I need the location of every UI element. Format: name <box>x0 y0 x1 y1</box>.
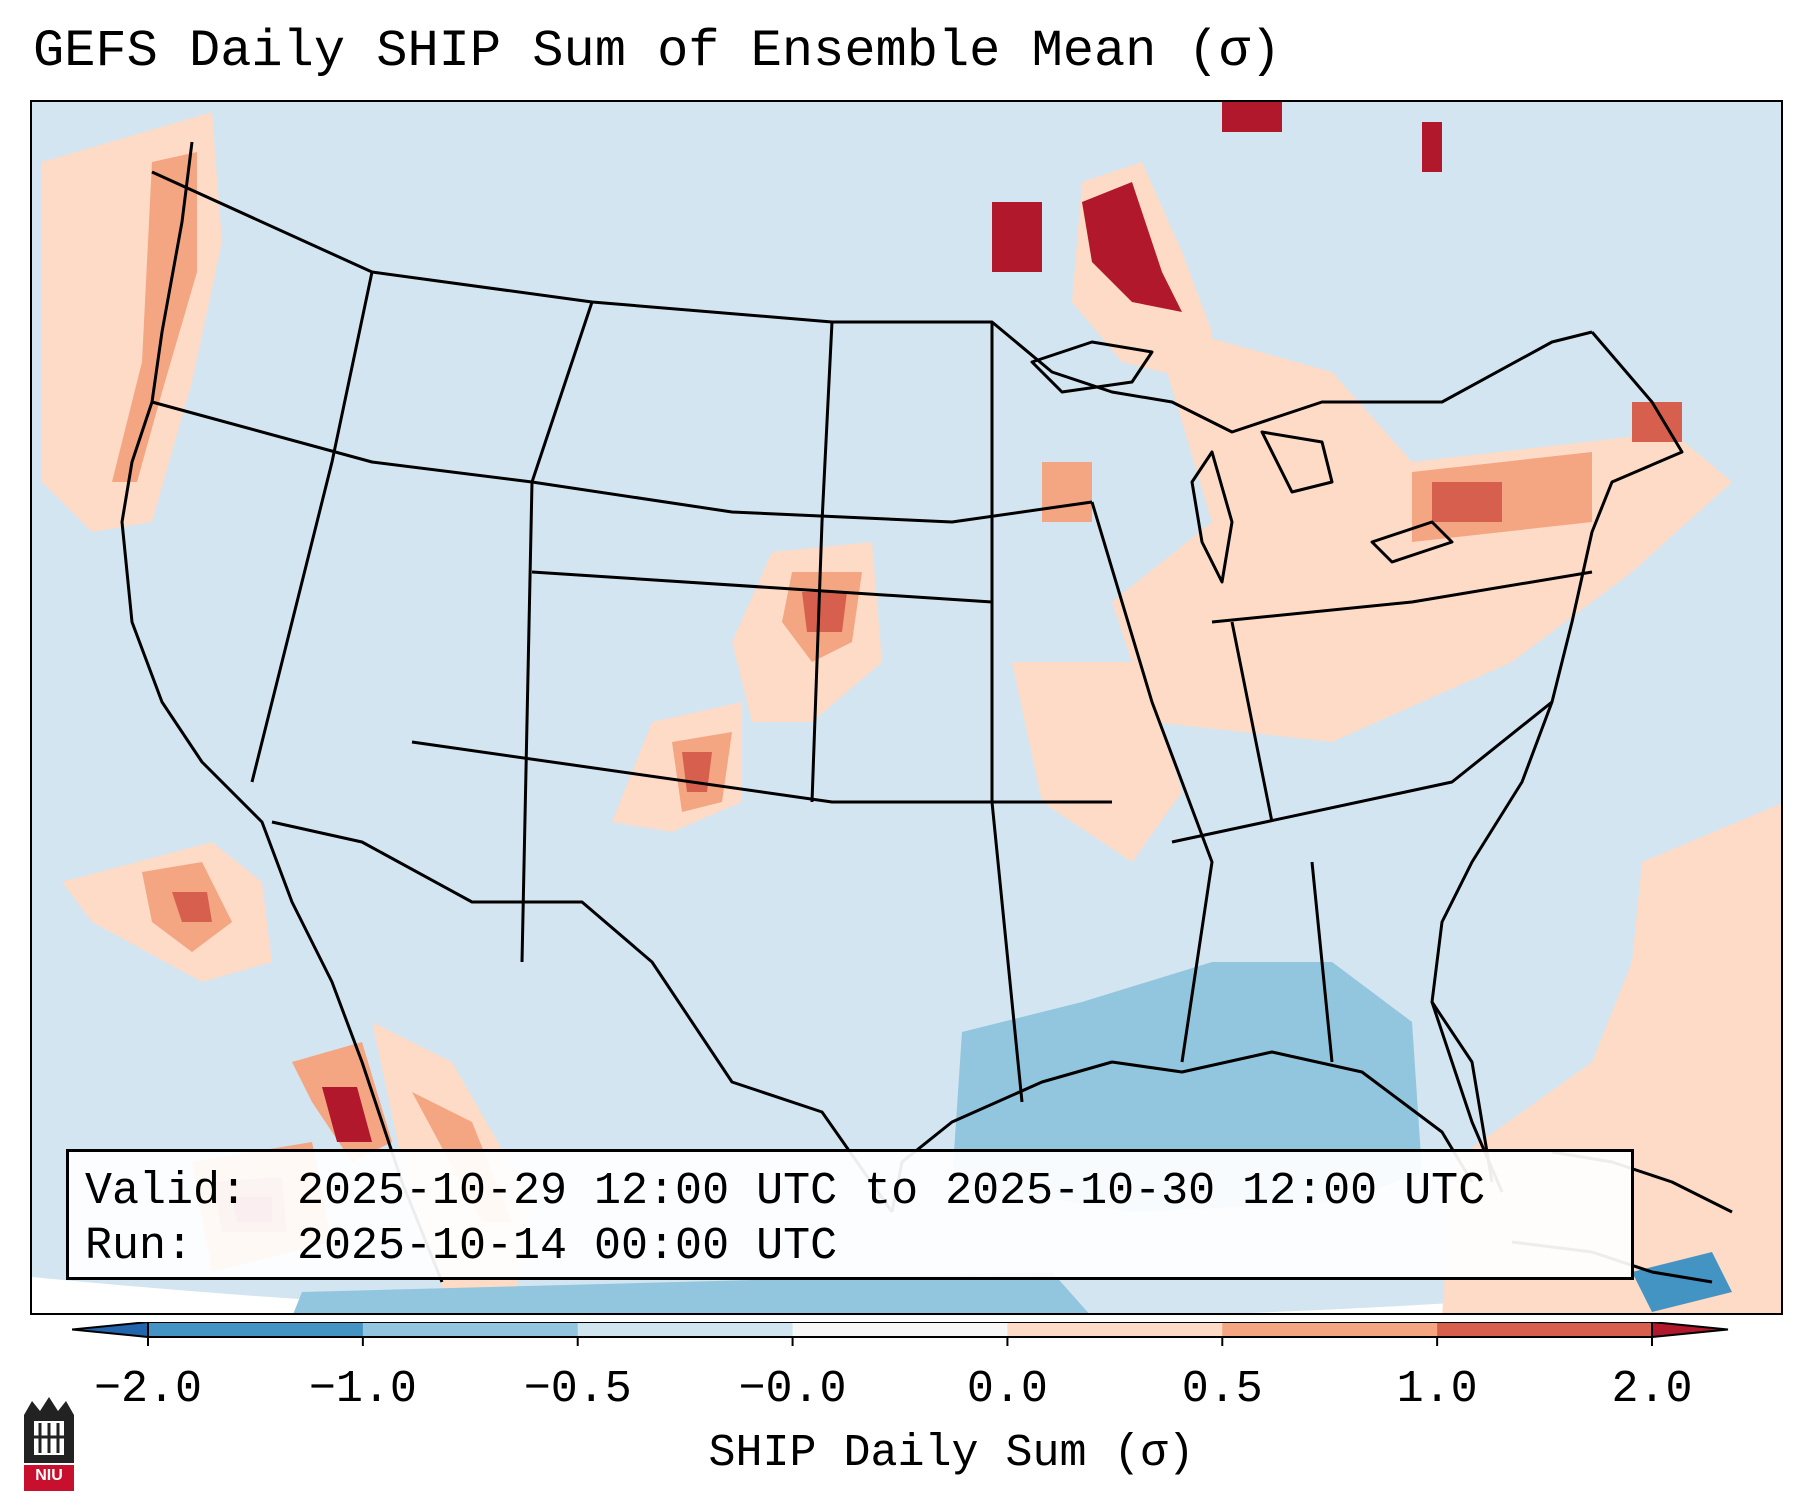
valid-line: Valid: 2025-10-29 12:00 UTC to 2025-10-30… <box>85 1164 1631 1219</box>
caribbean-negative-anomaly <box>1632 1252 1732 1312</box>
colorbar-segment <box>1437 1322 1653 1337</box>
colorbar-tick-label: −0.5 <box>523 1364 632 1415</box>
valid-label: Valid: <box>85 1166 248 1217</box>
logo-text: NIU <box>35 1467 63 1484</box>
info-box: Valid: 2025-10-29 12:00 UTC to 2025-10-30… <box>66 1149 1634 1280</box>
map-canvas <box>32 102 1781 1313</box>
colorbar-extend-high <box>1651 1322 1729 1339</box>
anomaly-field <box>42 102 1781 1313</box>
colorbar-segment <box>1007 1322 1223 1337</box>
colorbar-tick-label: 0.5 <box>1181 1364 1263 1415</box>
niu-logo <box>24 1397 74 1491</box>
run-value: 2025-10-14 00:00 UTC <box>297 1221 838 1272</box>
colorbar-label: SHIP Daily Sum (σ) <box>708 1428 1195 1479</box>
valid-value: 2025-10-29 12:00 UTC to 2025-10-30 12:00… <box>297 1166 1486 1217</box>
colorbar-segment <box>148 1322 364 1337</box>
chart-title: GEFS Daily SHIP Sum of Ensemble Mean (σ) <box>33 22 1282 81</box>
colorbar-tick-label: −1.0 <box>308 1364 417 1415</box>
map-panel <box>30 100 1783 1315</box>
colorbar-tick-label: −0.0 <box>738 1364 847 1415</box>
run-label: Run: <box>85 1221 194 1272</box>
colorbar-extend-low <box>72 1322 149 1339</box>
boundaries <box>120 141 1733 1284</box>
colorbar-tick-label: 1.0 <box>1396 1364 1478 1415</box>
south-negative-anomaly <box>293 1272 1089 1313</box>
colorbar-segment <box>362 1322 579 1337</box>
colorbar <box>72 1322 1729 1346</box>
colorbar-tick-label: 2.0 <box>1611 1364 1693 1415</box>
colorbar-tick-label: 0.0 <box>966 1364 1048 1415</box>
colorbar-segment <box>1222 1322 1438 1337</box>
colorbar-segment <box>577 1322 794 1337</box>
colorbar-segment <box>792 1322 1008 1337</box>
run-line: Run: 2025-10-14 00:00 UTC <box>85 1219 1631 1274</box>
colorbar-tick-label: −2.0 <box>93 1364 203 1415</box>
